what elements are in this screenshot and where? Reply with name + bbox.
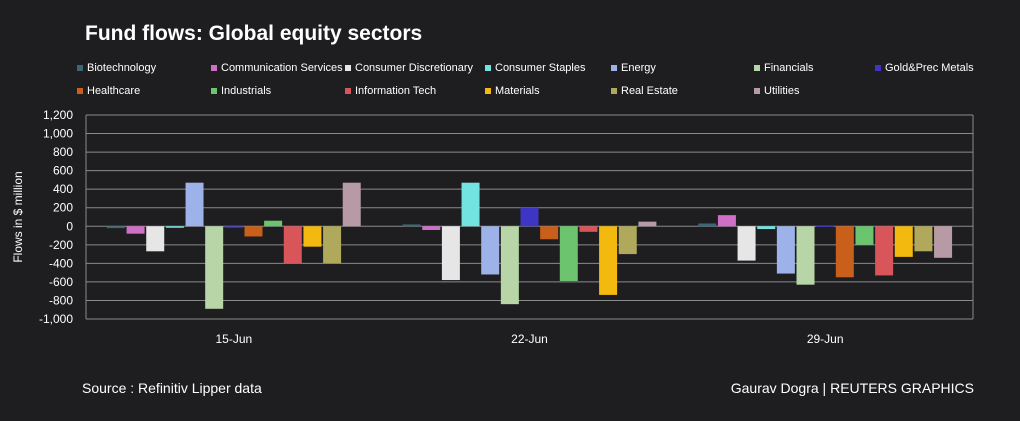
bar xyxy=(934,226,953,258)
legend-label: Consumer Staples xyxy=(495,62,586,74)
legend-item: Energy xyxy=(611,62,656,74)
bar xyxy=(757,226,776,230)
legend-swatch xyxy=(77,65,83,71)
bar xyxy=(599,226,618,295)
legend-label: Real Estate xyxy=(621,85,678,97)
source-note: Source : Refinitiv Lipper data xyxy=(82,380,262,396)
bar xyxy=(737,226,756,261)
legend-swatch xyxy=(345,88,351,94)
bar xyxy=(441,226,460,281)
x-tick-label: 15-Jun xyxy=(215,332,252,346)
bar xyxy=(283,226,302,264)
y-tick-label: 0 xyxy=(66,219,73,233)
x-tick-label: 29-Jun xyxy=(807,332,844,346)
bar xyxy=(717,215,736,227)
bar xyxy=(638,221,657,227)
legend-label: Biotechnology xyxy=(87,62,157,74)
bar xyxy=(126,226,145,234)
legend-swatch xyxy=(77,88,83,94)
y-tick-label: 600 xyxy=(53,164,73,178)
legend-label: Consumer Discretionary xyxy=(355,62,473,74)
bar xyxy=(618,226,637,255)
bar xyxy=(855,226,874,245)
legend-swatch xyxy=(611,88,617,94)
y-tick-label: 1,000 xyxy=(43,127,73,141)
chart-title: Fund flows: Global equity sectors xyxy=(85,22,423,45)
legend-label: Energy xyxy=(621,62,656,74)
bar xyxy=(303,226,322,247)
y-tick-label: 200 xyxy=(53,201,73,215)
legend-label: Industrials xyxy=(221,85,272,97)
bar xyxy=(875,226,894,276)
y-tick-label: -800 xyxy=(49,293,73,307)
bar xyxy=(540,226,559,240)
legend-item: Biotechnology xyxy=(77,62,156,74)
legend-label: Financials xyxy=(764,62,814,74)
bar xyxy=(185,182,204,227)
bar xyxy=(796,226,815,285)
legend-swatch xyxy=(875,65,881,71)
bar xyxy=(559,226,578,281)
legend: Biotechnology Communication Services Consu… xyxy=(77,62,997,106)
legend-swatch xyxy=(485,65,491,71)
legend-swatch xyxy=(211,88,217,94)
legend-item: Consumer Discretionary xyxy=(345,62,473,74)
legend-swatch xyxy=(485,88,491,94)
legend-item: Real Estate xyxy=(611,85,678,97)
bar xyxy=(500,226,519,305)
legend-item: Healthcare xyxy=(77,85,140,97)
bar xyxy=(914,226,933,252)
y-tick-label: 800 xyxy=(53,145,73,159)
bar xyxy=(481,226,500,275)
x-tick-label: 22-Jun xyxy=(511,332,548,346)
bar xyxy=(835,226,854,278)
legend-label: Information Tech xyxy=(355,85,437,97)
legend-item: Gold&Prec Metals xyxy=(875,62,974,74)
legend-label: Utilities xyxy=(764,85,800,97)
bar xyxy=(520,207,539,227)
legend-label: Materials xyxy=(495,85,540,97)
y-tick-label: -200 xyxy=(49,238,73,252)
bar xyxy=(776,226,795,274)
bar xyxy=(323,226,342,264)
legend-swatch xyxy=(611,65,617,71)
bar xyxy=(816,225,835,227)
bar xyxy=(402,224,421,227)
legend-item: Utilities xyxy=(754,85,799,97)
legend-label: Communication Services xyxy=(221,62,343,74)
bar xyxy=(244,226,263,237)
bar xyxy=(205,226,224,309)
bar xyxy=(342,182,361,227)
legend-swatch xyxy=(345,65,351,71)
y-tick-label: 400 xyxy=(53,182,73,196)
legend-item: Information Tech xyxy=(345,85,436,97)
bar xyxy=(894,226,913,257)
legend-swatch xyxy=(211,65,217,71)
legend-item: Materials xyxy=(485,85,540,97)
legend-swatch xyxy=(754,65,760,71)
legend-label: Gold&Prec Metals xyxy=(885,62,974,74)
bar xyxy=(106,226,125,229)
bar xyxy=(165,226,184,228)
bar xyxy=(146,226,165,252)
bar xyxy=(698,223,717,227)
legend-label: Healthcare xyxy=(87,85,141,97)
y-axis-label: Flows in $ million xyxy=(11,171,25,262)
legend-item: Communication Services xyxy=(211,62,343,74)
y-tick-label: 1,200 xyxy=(43,108,73,122)
bar xyxy=(461,182,480,227)
credit-note: Gaurav Dogra | REUTERS GRAPHICS xyxy=(730,380,974,396)
bar xyxy=(264,220,283,227)
legend-swatch xyxy=(754,88,760,94)
legend-item: Industrials xyxy=(211,85,271,97)
legend-item: Financials xyxy=(754,62,814,74)
bar xyxy=(579,226,598,232)
bar xyxy=(224,226,243,228)
y-tick-label: -600 xyxy=(49,275,73,289)
y-tick-label: -1,000 xyxy=(39,312,73,326)
legend-item: Consumer Staples xyxy=(485,62,586,74)
bar xyxy=(422,226,441,230)
y-tick-label: -400 xyxy=(49,256,73,270)
